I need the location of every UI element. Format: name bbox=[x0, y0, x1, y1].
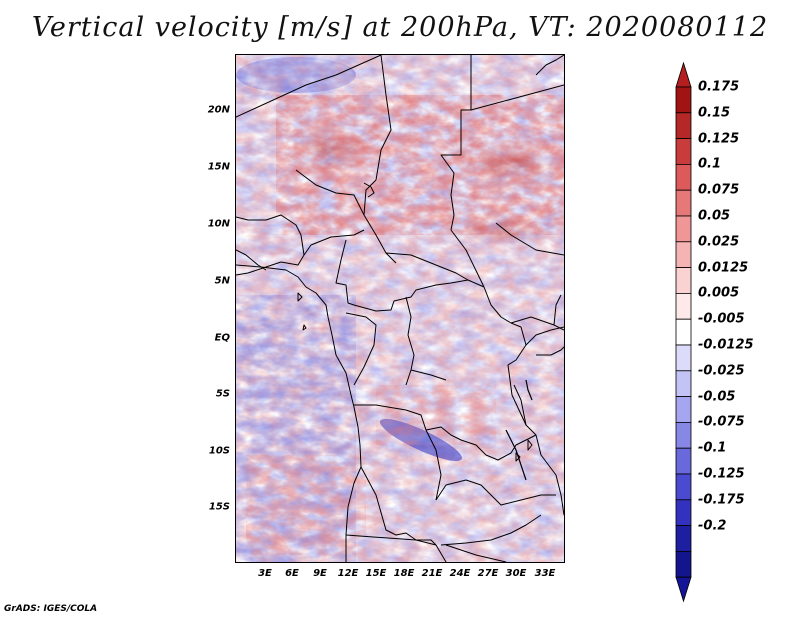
map-panel bbox=[235, 54, 565, 563]
colorbar-swatch bbox=[675, 473, 692, 501]
lat-label-10n: 10N bbox=[207, 218, 230, 230]
lat-label-15s: 15S bbox=[208, 501, 230, 513]
lon-label-12e: 12E bbox=[337, 568, 359, 579]
lat-label-10s: 10S bbox=[208, 445, 230, 457]
colorbar-swatch bbox=[675, 318, 692, 346]
lat-label-20n: 20N bbox=[207, 104, 230, 116]
colorbar-label: 0.05 bbox=[698, 208, 731, 224]
colorbar-label: -0.125 bbox=[698, 466, 745, 482]
colorbar-label: -0.0125 bbox=[698, 337, 754, 353]
colorbar-swatch bbox=[675, 525, 692, 552]
colorbar-swatch bbox=[675, 189, 692, 217]
colorbar-label: -0.175 bbox=[698, 492, 745, 508]
colorbar-swatch bbox=[675, 396, 692, 423]
colorbar-label: 0.025 bbox=[698, 234, 740, 250]
colorbar-swatch bbox=[675, 551, 692, 578]
lon-label-15e: 15E bbox=[365, 568, 387, 579]
map-title: Vertical velocity [m/s] at 200hPa, VT: 2… bbox=[31, 12, 769, 43]
colorbar-swatch bbox=[675, 370, 692, 397]
colorbar-swatch bbox=[675, 138, 692, 165]
lon-label-9e: 9E bbox=[313, 568, 327, 579]
colorbar-swatch bbox=[675, 241, 692, 269]
colorbar-label: 0.15 bbox=[698, 105, 731, 121]
colorbar-swatch bbox=[675, 86, 692, 114]
lon-label-24e: 24E bbox=[449, 568, 471, 579]
colorbar-label: -0.025 bbox=[698, 363, 745, 379]
colorbar-swatch bbox=[675, 292, 692, 320]
lon-label-3e: 3E bbox=[258, 568, 272, 579]
lat-label-eq: EQ bbox=[214, 332, 230, 344]
colorbar-label: 0.0125 bbox=[698, 260, 749, 276]
lon-label-33e: 33E bbox=[534, 568, 556, 579]
colorbar-label: 0.125 bbox=[698, 131, 740, 147]
colorbar-label: -0.05 bbox=[698, 389, 736, 405]
colorbar-swatch bbox=[675, 421, 692, 449]
colorbar-top-arrow bbox=[675, 61, 692, 88]
colorbar-label: -0.005 bbox=[698, 311, 745, 327]
colorbar-swatch bbox=[675, 344, 692, 372]
colorbar-swatch bbox=[675, 447, 692, 475]
footer-credit: GrADS: IGES/COLA bbox=[4, 604, 98, 614]
country-borders bbox=[236, 55, 564, 562]
colorbar-swatch bbox=[675, 499, 692, 526]
lon-label-18e: 18E bbox=[393, 568, 415, 579]
lon-label-6e: 6E bbox=[285, 568, 299, 579]
colorbar-label: 0.075 bbox=[698, 182, 740, 198]
colorbar-swatch bbox=[675, 215, 692, 243]
colorbar-label: 0.1 bbox=[698, 156, 722, 172]
colorbar-label: 0.175 bbox=[698, 79, 740, 95]
lat-label-15n: 15N bbox=[207, 161, 230, 173]
colorbar-swatch bbox=[675, 112, 692, 140]
lon-label-27e: 27E bbox=[477, 568, 499, 579]
lat-label-5s: 5S bbox=[215, 388, 230, 400]
lat-label-5n: 5N bbox=[214, 275, 230, 287]
lon-label-21e: 21E bbox=[421, 568, 443, 579]
colorbar-label: -0.075 bbox=[698, 414, 745, 430]
velocity-field bbox=[236, 55, 564, 562]
colorbar-swatch bbox=[675, 267, 692, 294]
colorbar-bottom-arrow bbox=[675, 576, 692, 603]
colorbar-swatch bbox=[675, 163, 692, 191]
lon-label-30e: 30E bbox=[505, 568, 527, 579]
colorbar-label: -0.2 bbox=[698, 518, 727, 534]
colorbar-label: -0.1 bbox=[698, 440, 727, 456]
colorbar-label: 0.005 bbox=[698, 285, 740, 301]
